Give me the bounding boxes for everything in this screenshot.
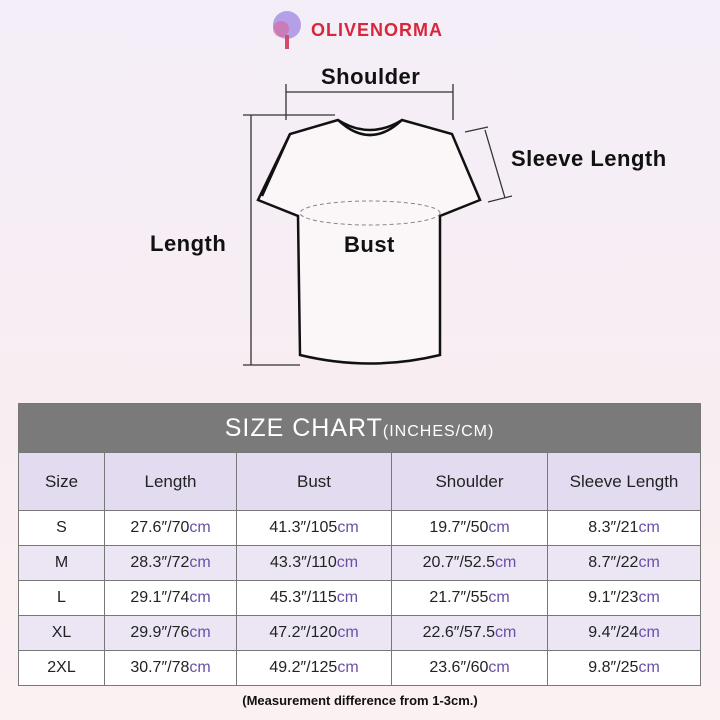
length-label: Length: [150, 231, 227, 256]
measurement-cell: 30.7″/78cm: [104, 650, 237, 686]
measurement-cell: 19.7″/50cm: [391, 510, 548, 546]
measurement-cell: 9.8″/25cm: [546, 650, 702, 686]
table-row: M 28.3″/72cm 43.3″/110cm 20.7″/52.5cm 8.7″/2…: [18, 545, 702, 581]
measurement-cell: 29.9″/76cm: [104, 615, 237, 651]
measurement-note: (Measurement difference from 1-3cm.): [242, 693, 478, 708]
size-cell: L: [18, 580, 105, 616]
measurement-cell: 9.4″/24cm: [546, 615, 702, 651]
table-row: XL 29.9″/76cm 47.2″/120cm 22.6″/57.5cm 9.4″/…: [18, 615, 702, 651]
shoulder-label: Shoulder: [321, 64, 421, 89]
col-header: Length: [104, 452, 237, 511]
measurement-cell: 20.7″/52.5cm: [391, 545, 548, 581]
size-cell: 2XL: [18, 650, 105, 686]
size-chart-table: SIZE CHART(INCHES/CM) Size Length Bust S…: [17, 403, 702, 686]
table-row: 2XL 30.7″/78cm 49.2″/125cm 23.6″/60cm 9.8″/2…: [18, 650, 702, 686]
col-header: Bust: [236, 452, 392, 511]
measurement-cell: 27.6″/70cm: [104, 510, 237, 546]
measurement-cell: 8.7″/22cm: [546, 545, 702, 581]
header-row: Size Length Bust Shoulder Sleeve Length: [18, 452, 702, 511]
measurement-cell: 9.1″/23cm: [546, 580, 702, 616]
tshirt-diagram: [243, 84, 513, 366]
measurement-cell: 49.2″/125cm: [236, 650, 392, 686]
size-cell: M: [18, 545, 105, 581]
col-header: Sleeve Length: [546, 452, 702, 511]
col-header: Shoulder: [391, 452, 548, 511]
measurement-cell: 45.3″/115cm: [236, 580, 392, 616]
col-header: Size: [18, 452, 105, 511]
measurement-cell: 28.3″/72cm: [104, 545, 237, 581]
size-cell: S: [18, 510, 105, 546]
measurement-cell: 43.3″/110cm: [236, 545, 392, 581]
table-title: SIZE CHART(INCHES/CM): [17, 403, 702, 453]
measurement-cell: 41.3″/105cm: [236, 510, 392, 546]
measurement-cell: 29.1″/74cm: [104, 580, 237, 616]
measurement-cell: 47.2″/120cm: [236, 615, 392, 651]
size-cell: XL: [18, 615, 105, 651]
table-row: L 29.1″/74cm 45.3″/115cm 21.7″/55cm 9.1″/23c…: [18, 580, 702, 616]
measurement-cell: 21.7″/55cm: [391, 580, 548, 616]
measurement-cell: 23.6″/60cm: [391, 650, 548, 686]
table-row: S 27.6″/70cm 41.3″/105cm 19.7″/50cm 8.3″/21c…: [18, 510, 702, 546]
tree-logo-icon: [273, 11, 301, 49]
measurement-cell: 22.6″/57.5cm: [391, 615, 548, 651]
brand-name: OLIVENORMA: [311, 19, 444, 40]
sleeve-length-label: Sleeve Length: [511, 146, 667, 171]
brand-logo: OLIVENORMA: [267, 9, 443, 51]
bust-label: Bust: [344, 232, 395, 257]
measurement-cell: 8.3″/21cm: [546, 510, 702, 546]
